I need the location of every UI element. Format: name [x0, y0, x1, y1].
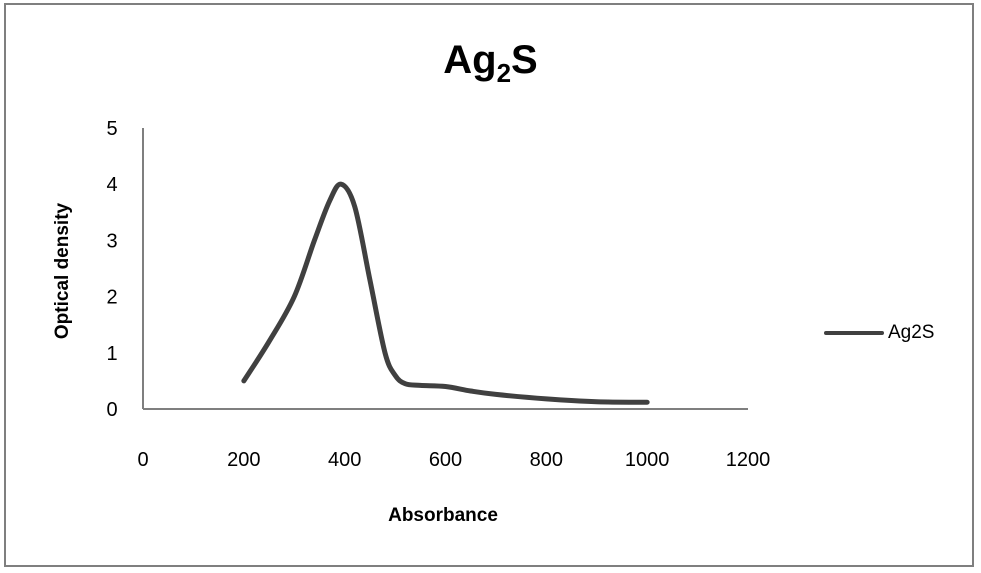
x-tick-label: 1200	[726, 449, 771, 471]
title-subscript: 2	[496, 58, 512, 88]
y-tick-label: 4	[106, 174, 117, 196]
legend: Ag2S	[824, 322, 934, 344]
x-axis-title: Absorbance	[388, 505, 498, 526]
y-tick-label: 5	[106, 118, 117, 140]
x-tick-labels: 0 200 400 600 800 1000 1200	[137, 449, 770, 471]
y-tick-label: 1	[106, 343, 117, 365]
series-line-ag2s	[241, 181, 650, 405]
x-tick-label: 800	[530, 449, 563, 471]
legend-swatch-icon	[824, 331, 884, 335]
legend-label: Ag2S	[888, 322, 935, 343]
title-end: S	[511, 38, 538, 82]
title-main: Ag	[443, 38, 497, 82]
x-tick-label: 1000	[625, 449, 670, 471]
x-tick-label: 600	[429, 449, 462, 471]
x-tick-label: 200	[227, 449, 260, 471]
y-tick-label: 2	[106, 287, 117, 309]
y-tick-label: 3	[106, 230, 117, 252]
chart-frame	[4, 3, 974, 567]
chart-title: Ag2S	[0, 38, 981, 89]
x-tick-label: 0	[137, 449, 148, 471]
y-tick-label: 0	[106, 399, 117, 421]
y-tick-labels: 0 1 2 3 4 5	[106, 118, 117, 421]
x-tick-label: 400	[328, 449, 361, 471]
